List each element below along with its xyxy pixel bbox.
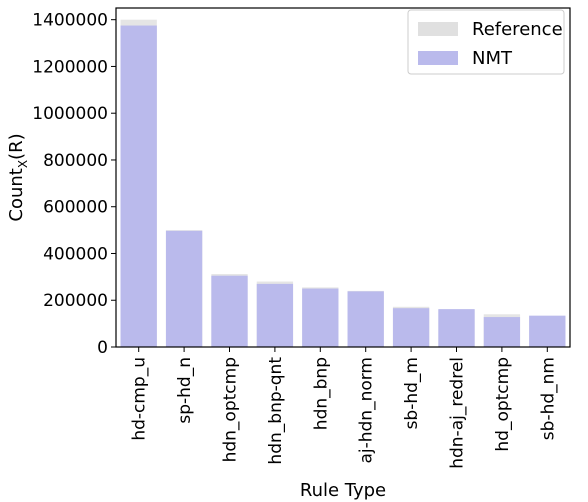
x-tick-label-7: hdn-aj_redrel	[448, 357, 468, 469]
y-tick-label-5: 1000000	[32, 104, 108, 124]
bar-nmt-5	[347, 291, 384, 347]
y-tick-label-2: 400000	[43, 244, 108, 264]
bar-nmt-0	[120, 25, 157, 347]
x-axis-ticks: hd-cmp_u sp-hd_n hdn_optcmp hdn_bnp-qnt hdn_…	[130, 347, 558, 469]
x-tick-label-1: sp-hd_n	[175, 357, 195, 424]
x-tick-label-3: hdn_bnp-qnt	[266, 357, 286, 465]
y-tick-label-1: 200000	[43, 291, 108, 311]
x-tick-label-5: aj-hdn_norm	[357, 357, 377, 464]
plot-frame	[115, 7, 571, 348]
bar-nmt-4	[302, 288, 339, 347]
bar-nmt-2	[211, 275, 248, 347]
y-axis-ticks: 0 200000 400000 600000 800000 1000000 1200000 1…	[32, 11, 116, 358]
y-axis-label-suffix: (R)	[6, 133, 27, 160]
x-tick-label-6: sb-hd_m	[402, 357, 422, 429]
y-tick-label-6: 1200000	[32, 57, 108, 77]
legend: Reference NMT	[407, 9, 565, 75]
bar-nmt-1	[165, 230, 203, 347]
x-tick-label-0: hd-cmp_u	[130, 357, 150, 441]
x-tick-label-8: hd_optcmp	[493, 357, 513, 452]
bar-nmt-7	[438, 309, 475, 347]
bar-nmt-3	[256, 283, 294, 347]
y-tick-label-0: 0	[97, 338, 108, 358]
x-tick-label-2: hdn_optcmp	[221, 357, 241, 462]
legend-swatch-reference	[418, 22, 458, 36]
legend-label-reference: Reference	[472, 19, 563, 40]
y-axis-label: CountX(R)	[6, 133, 30, 221]
y-tick-label-4: 800000	[43, 151, 108, 171]
legend-label-nmt: NMT	[472, 48, 513, 69]
legend-swatch-nmt	[418, 51, 458, 65]
plot-area	[120, 19, 566, 347]
x-tick-label-4: hdn_bnp	[311, 357, 331, 430]
y-axis-label-base: Count	[6, 168, 27, 221]
y-axis-label-subscript: X	[16, 160, 30, 168]
bar-nmt-9	[529, 315, 566, 347]
bar-nmt-8	[483, 317, 521, 347]
x-axis-label: Rule Type	[300, 480, 386, 501]
x-tick-label-9: sb-hd_nm	[538, 357, 558, 440]
y-tick-label-7: 1400000	[32, 11, 108, 31]
y-tick-label-3: 600000	[43, 198, 108, 218]
bar-nmt-6	[392, 308, 430, 347]
